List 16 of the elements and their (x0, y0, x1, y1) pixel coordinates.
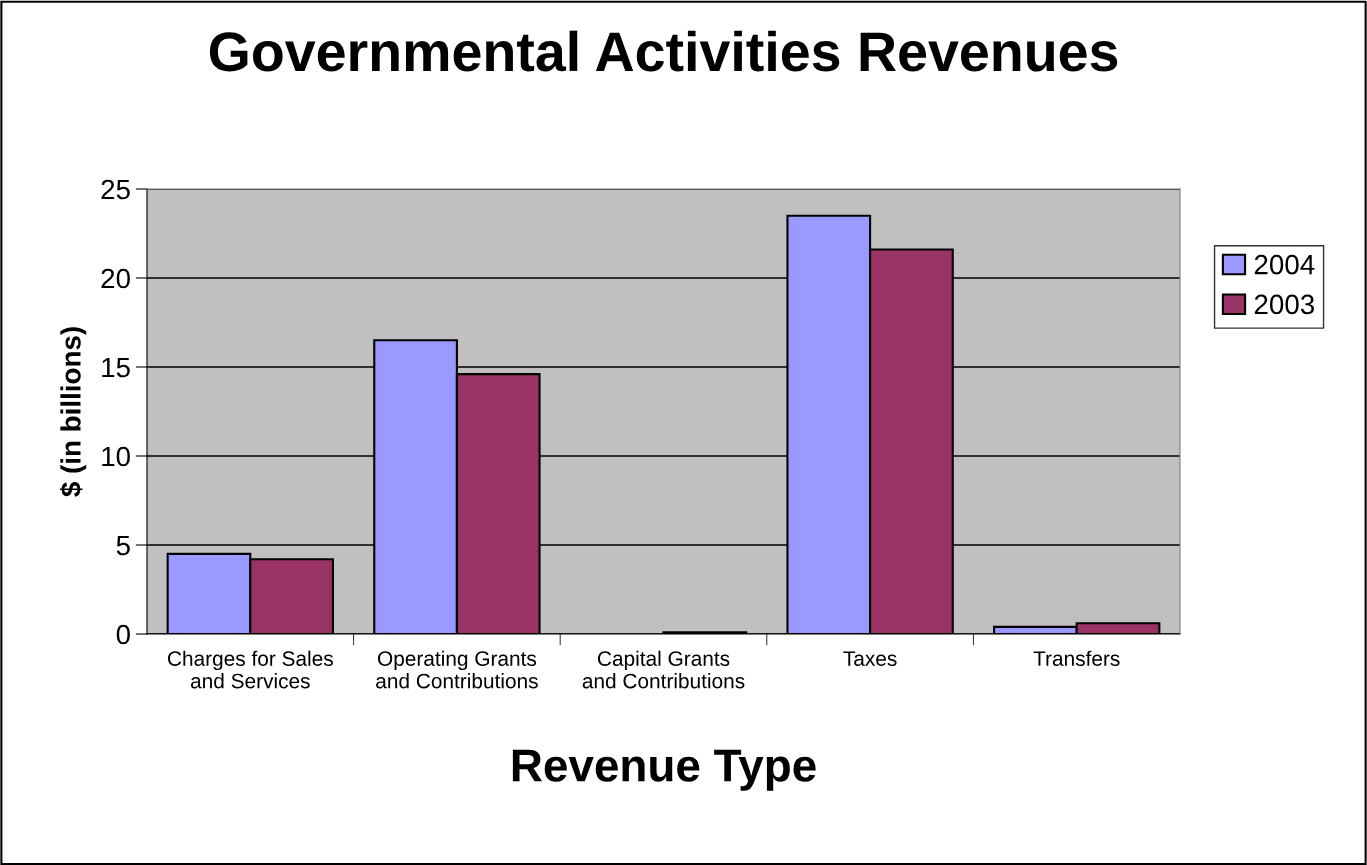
y-tick-label: 5 (116, 535, 130, 556)
x-tick-label: Transfers (1033, 650, 1120, 666)
x-tick-label: Operating Grants and Contributions (376, 650, 538, 689)
legend-label: 2004 (1254, 254, 1315, 275)
legend-label: 2003 (1254, 294, 1315, 315)
y-axis-title: $ (in billions) (59, 327, 87, 497)
x-axis-title: Revenue Type (512, 749, 816, 791)
x-tick-label: Charges for Sales and Services (167, 650, 333, 689)
y-tick-label: 15 (102, 357, 130, 378)
y-tick-label: 20 (101, 268, 130, 289)
y-tick-label: 10 (102, 446, 130, 467)
x-tick-label: Capital Grants and Contributions (582, 650, 745, 689)
x-tick-label: Taxes (843, 651, 897, 666)
y-tick-label: 25 (101, 179, 130, 200)
chart-title: Governmental Activities Revenues (209, 30, 1118, 72)
y-tick-label: 0 (116, 624, 130, 645)
